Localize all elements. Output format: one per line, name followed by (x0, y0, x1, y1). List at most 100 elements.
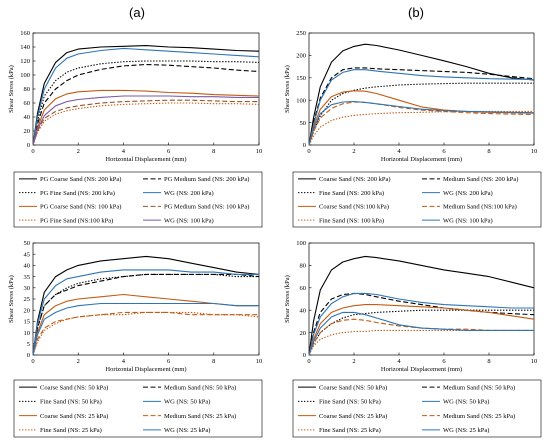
series-line (32, 47, 260, 146)
series-line (308, 318, 534, 356)
y-tick-label: 30 (24, 285, 31, 292)
chart-3: 0 2 4 6 8 10 0 5 10 15 20 25 30 35 40 45 50 Horizontal Di… (8, 240, 263, 438)
series-line (308, 255, 535, 356)
legend-entry: PG Medium Sand (NS: 200 kPa) (164, 176, 249, 183)
y-axis-label: Shear Stress (kPa) (284, 275, 291, 323)
series-line (308, 43, 535, 146)
x-tick-label: 8 (487, 358, 490, 365)
legend-entry: WG (NS: 100 kPa) (443, 217, 493, 224)
y-tick-label: 0 (27, 142, 30, 149)
y-axis-label: Shear Stress (kPa) (284, 65, 291, 113)
legend-entry: Coarse Sand (NS: 50 kPa) (319, 384, 387, 391)
series-line (32, 311, 259, 356)
x-tick-label: 0 (31, 148, 34, 155)
panel-label-a: (a) (129, 5, 145, 20)
x-tick-label: 4 (397, 358, 401, 365)
y-tick-label: 50 (24, 240, 31, 247)
y-tick-label: 160 (20, 30, 30, 37)
y-tick-label: 0 (303, 352, 306, 359)
y-tick-label: 60 (300, 285, 307, 292)
legend (13, 379, 263, 438)
x-tick-label: 0 (31, 358, 34, 365)
legend (292, 379, 542, 438)
legend-entry: PG Fine Sand (NS:100 kPa) (40, 217, 113, 224)
legend-entry: Fine Sand (NS: 50 kPa) (319, 399, 381, 406)
legend-entry: Medium Sand (NS: 25 kPa) (164, 413, 236, 420)
y-tick-label: 40 (24, 114, 31, 121)
x-tick-label: 0 (307, 358, 310, 365)
legend-entry: WG (NS: 50 kPa) (164, 399, 210, 406)
x-tick-label: 6 (167, 148, 171, 155)
series-line (308, 292, 534, 356)
x-tick-label: 2 (77, 358, 80, 365)
legend-entry: PG Fine Sand (NS: 200 kPa) (40, 190, 115, 197)
x-tick-label: 8 (487, 148, 490, 155)
series-line (308, 69, 535, 146)
series-line (32, 63, 260, 146)
series-line (32, 255, 260, 356)
x-tick-label: 0 (307, 148, 310, 155)
y-tick-label: 5 (27, 341, 30, 348)
y-tick-label: 40 (24, 263, 31, 270)
x-tick-label: 6 (442, 358, 446, 365)
series-line (32, 273, 260, 356)
legend-entry: Medium Sand (NS: 50 kPa) (164, 384, 236, 391)
legend-entry: Fine Sand (NS: 25 kPa) (40, 427, 102, 434)
legend-entry: WG (NS: 200 kPa) (443, 190, 493, 197)
x-tick-label: 6 (442, 148, 446, 155)
x-tick-label: 10 (531, 148, 538, 155)
y-tick-label: 100 (296, 240, 306, 247)
y-axis-label: Shear Stress (kPa) (8, 65, 15, 113)
legend (13, 171, 263, 228)
x-axis-label: Horizontal Displacement (mm) (381, 156, 462, 163)
x-tick-label: 8 (212, 148, 215, 155)
plot-area (308, 32, 535, 146)
x-tick-label: 8 (212, 358, 215, 365)
series-line (32, 311, 260, 356)
series-line (308, 100, 535, 146)
y-tick-label: 60 (24, 100, 31, 107)
series-line (32, 45, 260, 146)
y-axis-label: Shear Stress (kPa) (8, 275, 15, 323)
legend-entry: Medium Sand (NS: 25 kPa) (443, 413, 515, 420)
x-axis-label: Horizontal Displacement (mm) (105, 156, 186, 163)
series-line (308, 67, 535, 146)
plot-area (32, 242, 260, 356)
series-line (308, 90, 535, 146)
y-tick-label: 80 (24, 86, 31, 93)
legend-entry: WG (NS: 25 kPa) (443, 427, 489, 434)
series-line (32, 99, 259, 146)
y-tick-label: 0 (27, 352, 30, 359)
y-tick-label: 35 (24, 274, 31, 281)
x-axis-label: Horizontal Displacement (mm) (381, 366, 462, 373)
y-tick-label: 25 (24, 296, 31, 303)
panel-label-b: (b) (408, 5, 424, 20)
legend-entry: WG (NS: 200 kPa) (164, 190, 214, 197)
series-line (308, 304, 535, 356)
series-line (308, 101, 535, 146)
y-tick-label: 120 (20, 58, 30, 65)
legend-entry: Coarse Sand (NS: 50 kPa) (40, 384, 108, 391)
legend-entry: WG (NS: 50 kPa) (443, 399, 489, 406)
y-tick-label: 40 (300, 307, 307, 314)
y-tick-label: 45 (24, 251, 31, 258)
y-tick-label: 20 (24, 128, 31, 135)
y-tick-label: 80 (300, 263, 307, 270)
plot-area (308, 242, 535, 356)
x-tick-label: 10 (256, 148, 263, 155)
y-tick-label: 50 (300, 120, 307, 127)
y-tick-label: 10 (24, 330, 31, 337)
legend-entry: Coarse Sand (NS: 25 kPa) (40, 413, 108, 420)
y-tick-label: 100 (296, 97, 306, 104)
series-line (32, 269, 259, 356)
x-tick-label: 2 (352, 148, 355, 155)
y-tick-label: 250 (296, 30, 306, 37)
x-axis-label: Horizontal Displacement (mm) (105, 366, 186, 373)
x-tick-label: 4 (397, 148, 401, 155)
series-line (308, 329, 534, 356)
y-tick-label: 15 (24, 319, 31, 326)
legend-entry: PG Coarse Sand (NS: 100 kPa) (40, 204, 121, 211)
